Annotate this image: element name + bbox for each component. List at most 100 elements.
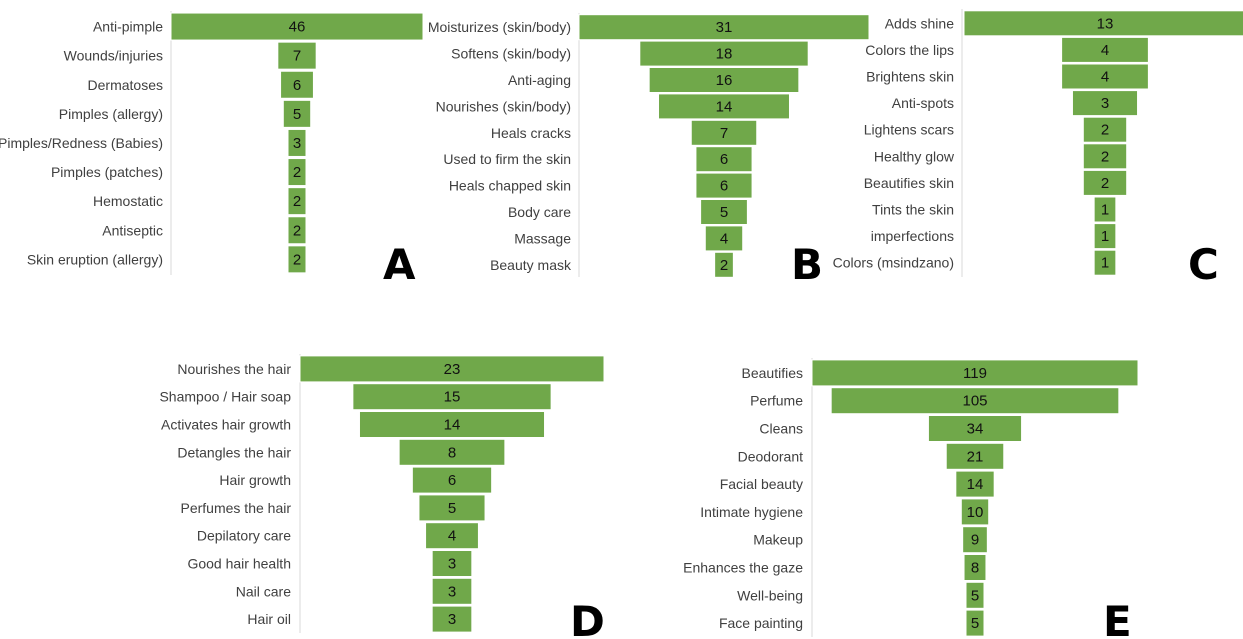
bar	[287, 216, 307, 245]
category-label: Heals chapped skin	[449, 178, 571, 194]
category-label: Used to firm the skin	[443, 151, 571, 167]
category-label: Body care	[508, 204, 571, 220]
category-label: Face painting	[719, 615, 803, 631]
category-label: Nourishes the hair	[177, 361, 291, 377]
chart-panel-b: Moisturizes (skin/body) 31 Softens (skin/b…	[428, 13, 870, 289]
category-label: Anti-spots	[892, 95, 954, 111]
chart-panel-d: Nourishes the hair 23 Shampoo / Hair soap 1…	[159, 354, 605, 639]
category-label: Detangles the hair	[177, 444, 291, 460]
data-label: 2	[293, 222, 301, 239]
category-label: Beautifies	[742, 365, 803, 381]
category-label: Pimples (allergy)	[59, 106, 163, 122]
data-label: 1	[1101, 228, 1109, 245]
category-label: Dermatoses	[88, 77, 163, 93]
category-label: Activates hair growth	[161, 417, 291, 433]
data-label: 1	[1101, 202, 1109, 219]
data-label: 7	[720, 125, 728, 142]
bar	[927, 415, 1023, 442]
panel-label: A	[383, 240, 416, 289]
category-label: Intimate hygiene	[700, 504, 803, 520]
bar	[352, 383, 552, 411]
data-label: 14	[967, 476, 984, 493]
category-label: Cleans	[759, 421, 803, 437]
data-label: 23	[444, 361, 461, 378]
bar	[639, 40, 809, 67]
bar	[1082, 169, 1128, 196]
category-label: Pimples/Redness (Babies)	[0, 135, 163, 151]
data-label: 15	[444, 389, 461, 406]
data-label: 1	[1101, 255, 1109, 272]
category-label: Tints the skin	[872, 202, 954, 218]
category-label: Hemostatic	[93, 193, 163, 209]
bar	[658, 93, 790, 120]
data-label: 10	[967, 504, 984, 521]
data-label: 8	[448, 444, 456, 461]
data-label: 5	[720, 204, 728, 221]
bar	[1082, 116, 1128, 143]
bar	[287, 187, 307, 216]
bar	[695, 172, 753, 199]
data-label: 4	[1101, 42, 1109, 59]
category-label: Anti-pimple	[93, 19, 163, 35]
bar	[714, 251, 734, 278]
category-label: Shampoo / Hair soap	[159, 389, 291, 405]
data-label: 2	[1101, 175, 1109, 192]
panel-label: E	[1103, 597, 1132, 639]
category-label: Skin eruption (allergy)	[27, 251, 163, 267]
category-label: Hair growth	[219, 472, 291, 488]
data-label: 4	[720, 230, 728, 247]
data-label: 7	[293, 48, 301, 65]
category-label: Colors (msindzano)	[833, 255, 954, 271]
data-label: 4	[1101, 69, 1109, 86]
bar	[287, 128, 307, 157]
panel-label: D	[570, 597, 605, 639]
data-label: 3	[293, 135, 301, 152]
data-label: 6	[293, 77, 301, 94]
data-label: 3	[448, 556, 456, 573]
data-label: 2	[293, 164, 301, 181]
category-label: Massage	[514, 230, 571, 246]
data-label: 2	[293, 193, 301, 210]
bar	[1061, 36, 1149, 63]
bar	[704, 225, 744, 252]
bar	[578, 14, 870, 41]
bar	[358, 411, 546, 438]
data-label: 3	[1101, 95, 1109, 112]
category-label: Healthy glow	[874, 148, 955, 164]
bar	[170, 12, 424, 41]
category-label: Makeup	[753, 532, 803, 548]
category-label: Brightens skin	[866, 69, 954, 85]
data-label: 2	[1101, 148, 1109, 165]
data-label: 14	[716, 98, 733, 115]
data-label: 3	[448, 611, 456, 628]
category-label: Beautifies skin	[864, 175, 954, 191]
bar	[965, 609, 985, 637]
category-label: Nourishes (skin/body)	[436, 98, 571, 114]
bar	[955, 470, 995, 498]
bar	[830, 387, 1120, 415]
bar	[963, 10, 1243, 37]
category-label: Moisturizes (skin/body)	[428, 19, 571, 35]
category-label: Pimples (patches)	[51, 164, 163, 180]
category-label: Enhances the gaze	[683, 560, 803, 576]
bar	[1082, 143, 1128, 170]
data-label: 14	[444, 417, 461, 434]
category-label: Wounds/injuries	[64, 48, 163, 64]
bar	[1093, 196, 1117, 223]
data-label: 31	[716, 19, 733, 36]
data-label: 9	[971, 532, 979, 549]
category-label: Beauty mask	[490, 257, 572, 273]
category-label: Lightens scars	[864, 122, 954, 138]
data-label: 6	[448, 472, 456, 489]
data-label: 105	[962, 393, 987, 410]
bar	[960, 498, 990, 526]
bar	[1071, 90, 1139, 117]
category-label: Perfumes the hair	[181, 500, 292, 516]
bar	[431, 550, 473, 577]
data-label: 46	[289, 19, 306, 36]
category-label: Depilatory care	[197, 528, 291, 544]
category-label: Well-being	[737, 587, 803, 603]
